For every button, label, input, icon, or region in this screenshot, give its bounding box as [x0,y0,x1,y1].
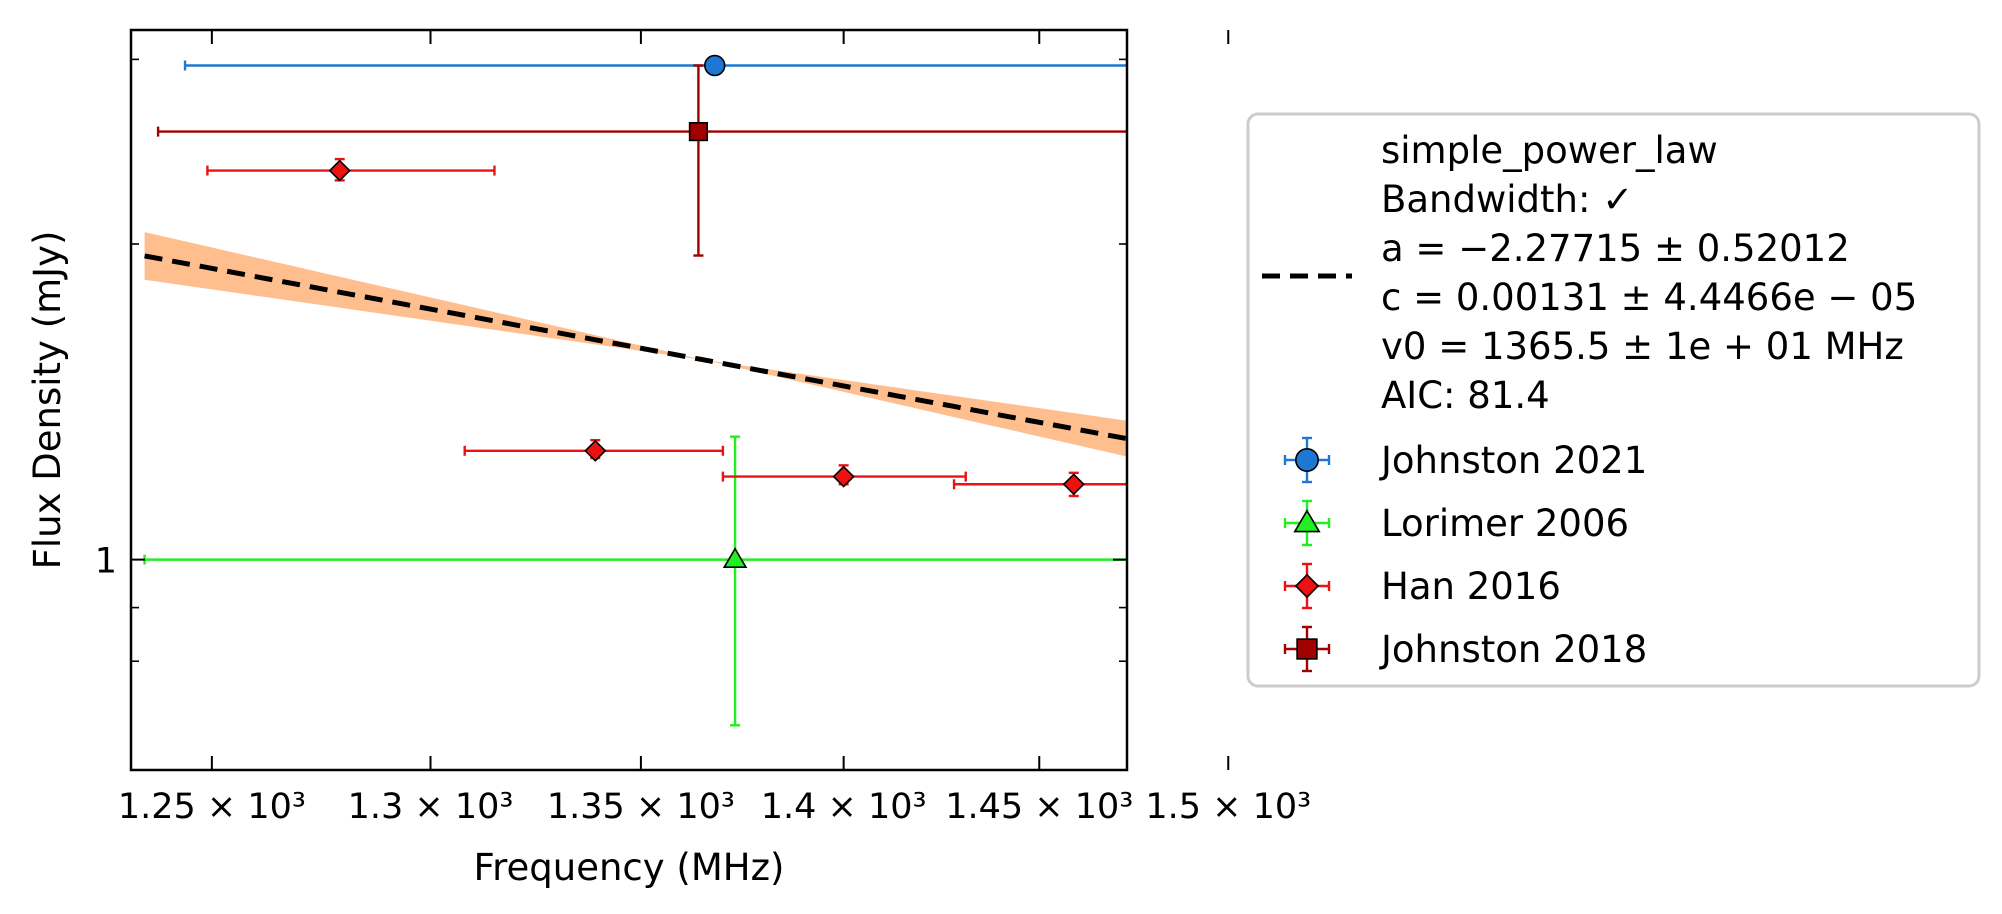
legend-johnston-2018-label: Johnston 2018 [1379,628,1647,671]
legend-lorimer-2006-marker [1293,509,1321,533]
axis-ticks: 1.25 × 10³ 1.3 × 10³ 1.35 × 10³ 1.4 × 10³ 1.… [95,30,1311,827]
legend-johnston-2021-label: Johnston 2021 [1379,439,1647,482]
legend-lorimer-2006-label: Lorimer 2006 [1381,502,1629,545]
fit-uncertainty-band [144,232,1127,457]
x-tick-label-1: 1.3 × 10³ [348,787,514,827]
lorimer-2006-point-0 [722,547,748,569]
y-axis-label: Flux Density (mJy) [26,231,69,570]
x-tick-label-0: 1.25 × 10³ [118,787,306,827]
legend-series-group: Johnston 2021 Lorimer 2006 Han 2016 Johnsto… [1283,436,1647,673]
x-tick-label-5: 1.5 × 10³ [1145,787,1311,827]
legend-fit-line-2: Bandwidth: ✓ [1381,178,1633,221]
y-tick-label-0: 1 [95,542,117,582]
x-tick-label-3: 1.4 × 10³ [761,787,927,827]
legend-han-2016-marker [1294,573,1320,599]
han-2016-point-0 [328,159,351,182]
legend-han-2016-label: Han 2016 [1381,565,1561,608]
x-axis-label: Frequency (MHz) [474,846,785,889]
x-tick-label-2: 1.35 × 10³ [547,787,735,827]
axes-frame [129,28,1129,772]
legend-johnston-2021-marker [1295,448,1319,472]
plot-area [131,54,1127,727]
han-2016-point-1 [584,439,607,462]
legend-fit-line-3: a = −2.27715 ± 0.52012 [1381,227,1850,270]
han-2016-point-2 [832,465,855,488]
johnston-2021-point-0 [704,54,726,77]
legend-frame [1246,112,1981,688]
legend: simple_power_law Bandwidth: ✓ a = −2.277… [1246,112,1981,688]
legend-fit-line-6: AIC: 81.4 [1381,374,1550,417]
han-2016-point-3 [1062,473,1085,496]
johnston-2018-point-0 [688,122,709,142]
x-tick-label-4: 1.45 × 10³ [945,787,1133,827]
legend-johnston-2018-marker [1296,638,1318,660]
legend-fit-line-4: c = 0.00131 ± 4.4466e − 05 [1381,276,1917,319]
legend-fit-line-1: simple_power_law [1381,129,1718,172]
legend-fit-line-5: v0 = 1365.5 ± 1e + 01 MHz [1381,325,1904,368]
